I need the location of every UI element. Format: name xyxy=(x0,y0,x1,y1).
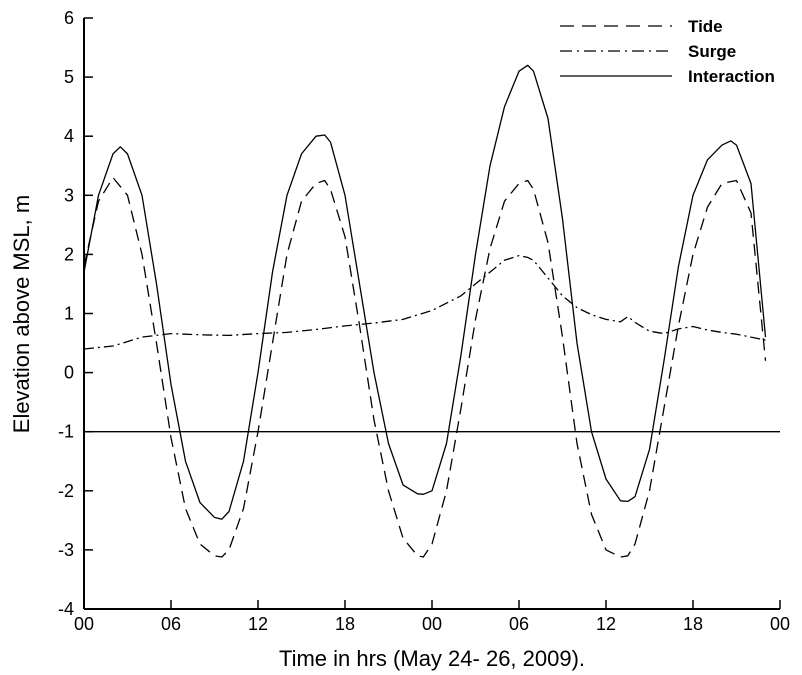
x-tick-label: 18 xyxy=(683,614,703,634)
legend: Tide Surge Interaction xyxy=(560,17,775,86)
y-tick-label: 0 xyxy=(64,363,74,383)
legend-label-tide: Tide xyxy=(688,17,723,36)
x-tick-label: 12 xyxy=(248,614,268,634)
x-tick-label: 00 xyxy=(770,614,790,634)
y-tick-label: -2 xyxy=(58,481,74,501)
y-tick-label: -1 xyxy=(58,422,74,442)
y-tick-label: 2 xyxy=(64,244,74,264)
legend-label-interaction: Interaction xyxy=(688,67,775,86)
x-tick-label: 00 xyxy=(422,614,442,634)
series-line-tide xyxy=(83,176,767,558)
x-axis-title: Time in hrs (May 24- 26, 2009). xyxy=(279,646,585,671)
y-tick-label: -3 xyxy=(58,540,74,560)
y-tick-label: 4 xyxy=(64,126,74,146)
y-tick-label: 1 xyxy=(64,304,74,324)
y-axis-title: Elevation above MSL, m xyxy=(9,195,34,433)
legend-label-surge: Surge xyxy=(688,42,736,61)
x-tick-label: 06 xyxy=(161,614,181,634)
series-line-surge xyxy=(83,254,766,350)
plot-lines xyxy=(83,64,780,558)
x-tick-label: 12 xyxy=(596,614,616,634)
y-tick-label: 3 xyxy=(64,185,74,205)
x-tick-label: 00 xyxy=(74,614,94,634)
x-tick-label: 18 xyxy=(335,614,355,634)
series-line-interaction xyxy=(83,64,767,520)
axes xyxy=(83,18,780,610)
x-tick-label: 06 xyxy=(509,614,529,634)
y-tick-label: 6 xyxy=(64,8,74,28)
y-tick-label: 5 xyxy=(64,67,74,87)
y-tick-label: -4 xyxy=(58,599,74,619)
